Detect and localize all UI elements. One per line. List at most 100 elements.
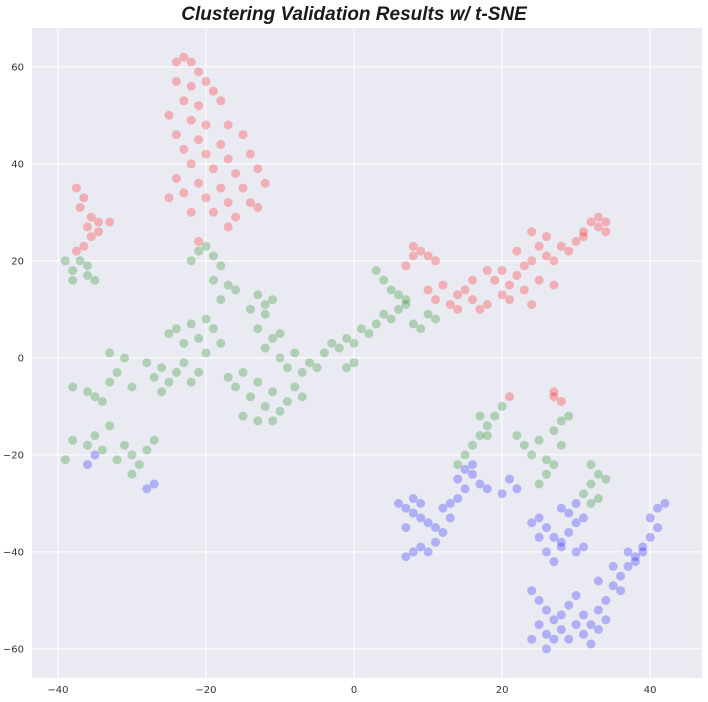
scatter-point [475,479,485,489]
scatter-point [260,343,270,353]
scatter-point [149,372,159,382]
scatter-point [593,625,603,634]
scatter-point [468,295,477,305]
scatter-point [231,169,241,178]
scatter-point [127,469,137,479]
scatter-point [79,193,89,203]
scatter-point [556,416,566,426]
scatter-point [660,498,670,508]
scatter-point [290,348,300,358]
scatter-point [231,382,241,392]
scatter-point [186,207,196,217]
scatter-point [438,528,448,537]
scatter-point [120,440,129,450]
scatter-point [408,251,418,261]
scatter-point [601,227,611,237]
scatter-point [527,586,537,596]
scatter-point [556,241,566,251]
scatter-point [482,431,492,440]
scatter-point [497,489,507,499]
scatter-point [201,149,211,159]
scatter-point [549,392,559,402]
scatter-point [601,615,611,625]
scatter-point [482,266,492,275]
scatter-point [579,513,588,523]
scatter-point [112,367,122,377]
scatter-point [549,532,559,542]
scatter-point [342,363,352,373]
scatter-point [527,450,537,460]
scatter-point [68,266,78,275]
scatter-point [86,212,96,222]
scatter-point [534,620,544,630]
scatter-point [179,338,189,348]
scatter-point [423,285,433,295]
scatter-point [379,275,389,285]
scatter-point [482,300,492,309]
scatter-point [223,222,233,232]
scatter-point [490,411,500,421]
scatter-point [542,251,551,261]
scatter-point [171,173,181,183]
scatter-point [505,474,514,484]
scatter-point [223,372,233,382]
scatter-point [564,528,574,537]
scatter-point [586,460,596,470]
scatter-point [593,212,603,222]
scatter-point [593,222,603,232]
scatter-point [386,285,396,295]
scatter-point [431,295,440,305]
scatter-point [253,377,263,387]
scatter-point [379,309,389,319]
scatter-point [645,532,655,542]
scatter-point [164,329,174,339]
scatter-point [223,280,233,290]
scatter-point [408,547,418,557]
scatter-point [445,300,455,309]
scatter-point [164,377,174,387]
scatter-point [579,542,588,552]
scatter-point [371,319,381,329]
scatter-point [475,411,485,421]
x-tick-label: −20 [195,685,216,696]
scatter-point [268,333,278,343]
scatter-point [90,450,100,460]
scatter-point [497,401,507,411]
scatter-point [223,198,233,208]
scatter-point [638,547,648,557]
scatter-point [97,445,107,455]
scatter-point [120,353,129,363]
data-points [60,52,670,654]
scatter-point [260,309,270,319]
scatter-point [238,411,248,421]
scatter-point [490,275,500,285]
scatter-point [453,494,463,503]
scatter-point [79,241,89,251]
scatter-point [601,474,611,484]
scatter-point [327,338,337,348]
scatter-point [556,610,566,620]
scatter-point [171,324,181,334]
scatter-point [586,479,596,489]
scatter-point [579,610,588,620]
scatter-point [542,232,551,242]
scatter-point [482,421,492,431]
y-tick-label: −40 [3,547,24,558]
y-tick-label: −20 [3,450,24,461]
scatter-point [90,392,100,402]
scatter-point [416,246,426,256]
scatter-point [86,232,96,242]
scatter-point [83,440,92,450]
y-tick-label: 20 [11,256,24,267]
scatter-point [542,629,551,639]
scatter-point [201,348,211,358]
y-tick-label: 0 [18,353,24,364]
scatter-point [94,217,104,227]
scatter-point [282,397,292,406]
scatter-point [453,304,463,314]
scatter-point [71,246,81,256]
scatter-point [653,503,663,513]
scatter-point [260,178,270,188]
scatter-point [260,300,270,309]
